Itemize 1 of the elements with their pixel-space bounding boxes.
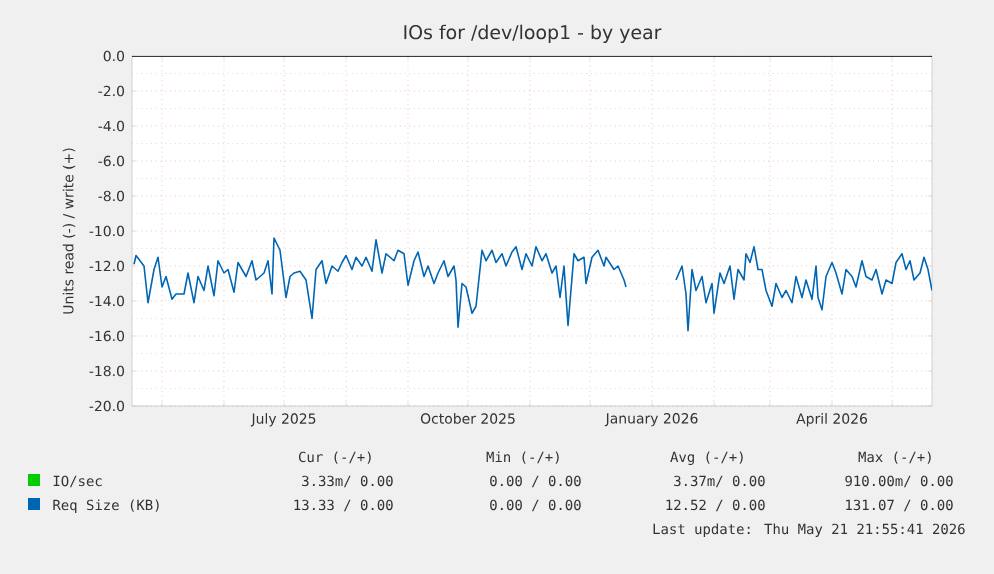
chart-title: IOs for /dev/loop1 - by year bbox=[404, 24, 662, 43]
